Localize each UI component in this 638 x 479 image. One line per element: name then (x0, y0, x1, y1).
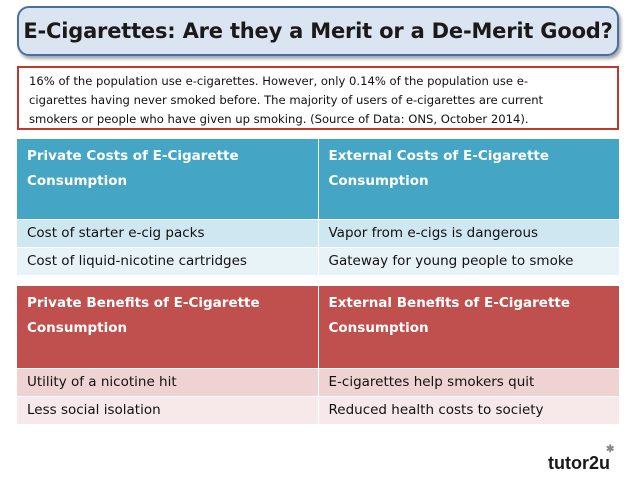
benefits-table: Private Benefits of E-Cigarette Consumpt… (17, 286, 619, 424)
private-costs-header: Private Costs of E-Cigarette Consumption (17, 139, 318, 219)
table-row: Less social isolation Reduced health cos… (17, 395, 619, 424)
private-benefit-cell: Less social isolation (17, 395, 318, 424)
costs-header-row: Private Costs of E-Cigarette Consumption… (17, 139, 619, 219)
external-cost-cell: Gateway for young people to smoke (317, 246, 619, 275)
logo-text: tutor2u (548, 452, 610, 473)
private-benefit-cell: Utility of a nicotine hit (17, 367, 318, 396)
note-line-3: smokers or people who have given up smok… (29, 112, 529, 126)
benefits-header-row: Private Benefits of E-Cigarette Consumpt… (17, 286, 619, 368)
title-banner: E-Cigarettes: Are they a Merit or a De-M… (17, 6, 619, 56)
note-line-2: cigarettes having never smoked before. T… (29, 93, 544, 107)
table-row: Cost of starter e-cig packs Vapor from e… (17, 218, 619, 247)
private-cost-cell: Cost of starter e-cig packs (17, 218, 318, 247)
private-benefits-header: Private Benefits of E-Cigarette Consumpt… (17, 286, 318, 368)
external-cost-cell: Vapor from e-cigs is dangerous (317, 218, 619, 247)
external-costs-header: External Costs of E-Cigarette Consumptio… (317, 139, 619, 219)
external-benefit-cell: E-cigarettes help smokers quit (317, 367, 619, 396)
table-row: Cost of liquid-nicotine cartridges Gatew… (17, 246, 619, 275)
tutor2u-logo: tutor2u ✱ (548, 444, 614, 474)
spark-icon: ✱ (606, 444, 615, 455)
page-title: E-Cigarettes: Are they a Merit or a De-M… (23, 19, 613, 43)
statistics-note: 16% of the population use e-cigarettes. … (17, 66, 619, 130)
external-benefits-header: External Benefits of E-Cigarette Consump… (317, 286, 619, 368)
external-benefit-cell: Reduced health costs to society (317, 395, 619, 424)
table-row: Utility of a nicotine hit E-cigarettes h… (17, 367, 619, 396)
note-line-1: 16% of the population use e-cigarettes. … (29, 74, 529, 88)
costs-table: Private Costs of E-Cigarette Consumption… (17, 139, 619, 275)
private-cost-cell: Cost of liquid-nicotine cartridges (17, 246, 318, 275)
